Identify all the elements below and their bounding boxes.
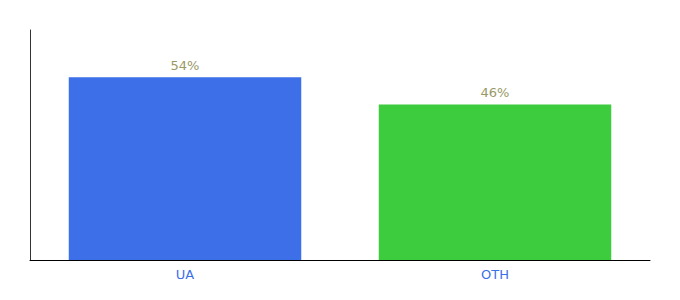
svg-text:46%: 46% (481, 85, 510, 100)
svg-text:UA: UA (176, 267, 195, 282)
svg-text:54%: 54% (171, 58, 200, 73)
svg-text:OTH: OTH (481, 267, 509, 282)
